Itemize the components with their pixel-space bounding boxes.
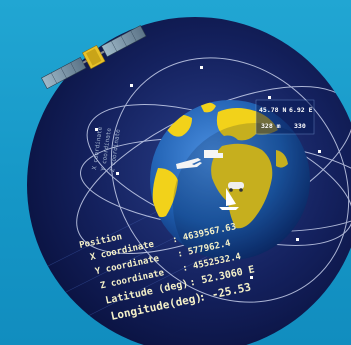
orbit-satellites xyxy=(95,66,321,279)
readout-satellites: 330 xyxy=(294,122,306,130)
sailboat-icon xyxy=(219,188,239,210)
airplane-icon xyxy=(176,158,202,169)
truck-icon xyxy=(204,150,223,158)
readout-altitude: 328 m xyxy=(261,122,281,130)
receiver-readout: 45.78 N 6.92 E 328 m 330 xyxy=(255,99,315,135)
satellite-icon xyxy=(41,25,147,90)
car-icon xyxy=(228,182,244,192)
readout-latitude: 45.78 N xyxy=(259,106,286,114)
readout-longitude: 6.92 E xyxy=(289,106,313,114)
